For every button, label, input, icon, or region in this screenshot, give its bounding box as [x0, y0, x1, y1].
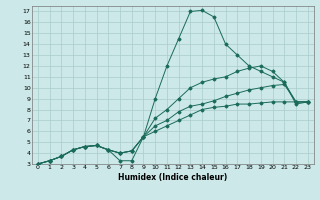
- X-axis label: Humidex (Indice chaleur): Humidex (Indice chaleur): [118, 173, 228, 182]
